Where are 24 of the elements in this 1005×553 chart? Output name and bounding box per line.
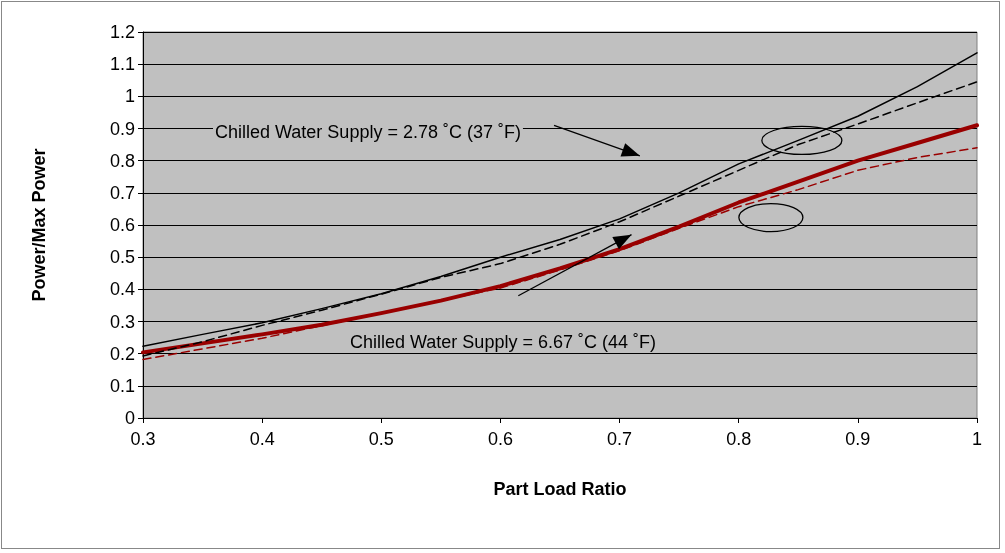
- y-tick-label: 0: [124, 408, 135, 428]
- y-tick-label: 1.1: [109, 54, 135, 75]
- x-axis-title: Part Load Ratio: [493, 479, 627, 499]
- y-tick-label: 0.2: [109, 343, 135, 364]
- y-tick-label: 0.9: [109, 118, 135, 139]
- y-tick-label: 0.3: [109, 311, 135, 332]
- x-tick-label: 0.6: [487, 429, 513, 449]
- y-tick-label: 0.4: [109, 279, 135, 300]
- y-tick-label: 0.5: [109, 247, 135, 268]
- y-tick-label: 1: [124, 86, 135, 107]
- y-tick-label: 0.6: [109, 215, 135, 235]
- y-axis-title: Power/Max Power: [29, 148, 49, 302]
- x-tick-label: 0.5: [368, 429, 394, 449]
- y-tick-label: 0.8: [109, 150, 135, 171]
- y-tick-label: 0.7: [109, 182, 135, 203]
- annotation: Chilled Water Supply = 6.67 ˚C (44 ˚F): [350, 332, 656, 352]
- x-tick-label: 0.4: [249, 429, 275, 449]
- y-tick-label: 0.1: [109, 375, 135, 396]
- annotation: Chilled Water Supply = 2.78 ˚C (37 ˚F): [215, 122, 521, 142]
- x-tick-label: 0.7: [607, 429, 633, 449]
- x-tick-label: 1: [971, 429, 983, 449]
- y-tick-label: 1.2: [109, 22, 135, 42]
- x-tick-label: 0.9: [845, 429, 871, 449]
- x-tick-label: 0.8: [726, 429, 752, 449]
